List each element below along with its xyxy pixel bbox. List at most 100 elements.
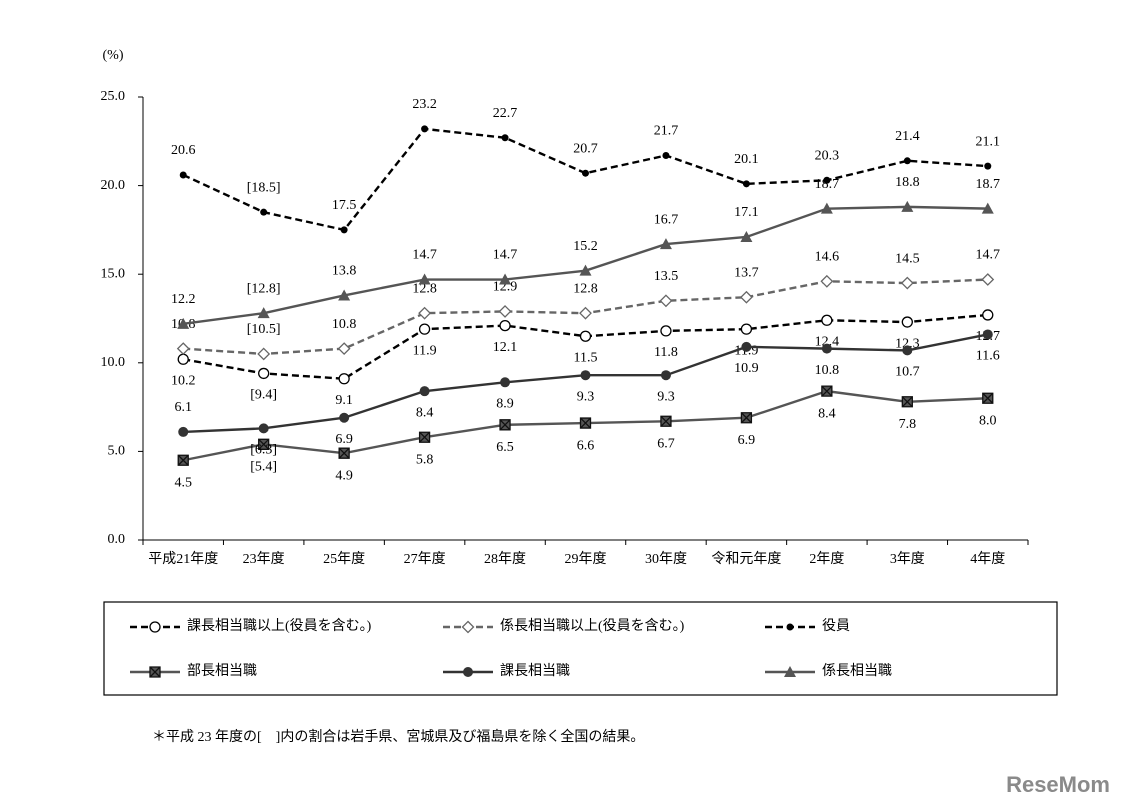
value-label: 14.7	[493, 248, 518, 263]
value-label: 12.8	[412, 281, 437, 296]
value-label: 14.7	[412, 248, 437, 263]
value-label: 12.2	[171, 292, 196, 307]
value-label: 13.7	[734, 265, 759, 280]
marker	[821, 385, 833, 397]
marker	[337, 342, 351, 356]
value-label: 10.8	[815, 363, 840, 378]
marker	[900, 276, 914, 290]
marker	[902, 345, 913, 356]
series-line	[182, 127, 988, 232]
value-label: 18.8	[895, 175, 920, 190]
value-label: 5.8	[416, 452, 434, 467]
value-label: 23.2	[412, 97, 437, 112]
x-tick-label: 令和元年度	[711, 551, 781, 567]
x-tick-label: 平成21年度	[148, 551, 218, 567]
y-tick-label: 5.0	[108, 444, 126, 459]
value-label: 14.7	[976, 248, 1001, 263]
marker	[582, 169, 589, 177]
value-label: 10.7	[895, 365, 920, 380]
value-label: [18.5]	[247, 180, 281, 195]
value-label: 21.1	[976, 134, 1001, 149]
marker	[903, 157, 911, 165]
legend-label: 役員	[822, 618, 850, 634]
value-label: [10.5]	[247, 322, 281, 337]
marker	[660, 415, 672, 427]
value-label: 18.7	[976, 177, 1001, 192]
value-label: 8.0	[979, 413, 997, 428]
x-tick-label: 3年度	[890, 551, 925, 567]
legend-marker	[149, 666, 161, 678]
value-label: 11.6	[976, 349, 1000, 364]
marker	[418, 306, 432, 320]
y-tick-label: 10.0	[101, 355, 126, 370]
legend-box	[103, 601, 1058, 696]
y-tick-label: 15.0	[101, 266, 126, 281]
value-label: 20.6	[171, 143, 196, 158]
x-tick-label: 2年度	[809, 551, 844, 567]
marker	[901, 396, 913, 408]
value-label: 21.7	[654, 124, 679, 139]
marker	[982, 309, 994, 321]
marker	[982, 329, 993, 340]
legend-label: 係長相当職以上(役員を含む。)	[500, 618, 685, 634]
marker	[501, 134, 509, 142]
value-label: 8.9	[496, 397, 514, 412]
series-line	[183, 333, 989, 434]
x-tick-label: 25年度	[323, 551, 365, 567]
marker	[580, 370, 591, 381]
x-tick-label: 27年度	[404, 551, 446, 567]
marker	[741, 341, 752, 352]
marker	[177, 454, 189, 466]
value-label: 12.3	[895, 336, 920, 351]
value-label: 11.9	[413, 343, 437, 358]
marker	[740, 412, 753, 424]
value-label: 6.7	[657, 436, 675, 451]
marker	[418, 431, 431, 443]
marker	[981, 273, 995, 286]
legend-marker	[784, 666, 796, 677]
legend-marker	[463, 667, 473, 677]
marker	[338, 447, 350, 459]
x-tick-label: 28年度	[484, 551, 526, 567]
marker	[178, 426, 189, 437]
watermark: ReseMom	[1006, 772, 1110, 797]
marker	[498, 304, 512, 318]
y-tick-label: 25.0	[101, 89, 126, 104]
marker	[177, 317, 190, 329]
unit-label: (%)	[103, 48, 124, 63]
marker	[901, 316, 913, 328]
marker	[421, 125, 429, 133]
value-label: 12.9	[493, 280, 518, 295]
legend-label: 部長相当職	[187, 663, 257, 679]
marker	[660, 325, 672, 337]
marker	[499, 273, 512, 285]
value-label: 20.1	[734, 152, 759, 167]
value-label: 6.5	[496, 440, 514, 455]
y-tick-label: 0.0	[108, 532, 126, 547]
value-label: 8.4	[416, 405, 434, 420]
value-label: 9.3	[577, 389, 595, 404]
marker	[179, 171, 187, 179]
marker	[579, 417, 592, 429]
value-label: 12.1	[493, 340, 518, 355]
value-label: 6.9	[738, 433, 756, 448]
legend-marker	[786, 623, 794, 631]
value-label: [12.8]	[247, 281, 281, 296]
marker	[579, 264, 592, 276]
marker	[820, 274, 834, 288]
value-label: 20.3	[815, 149, 840, 164]
value-label: 18.7	[815, 177, 840, 192]
value-label: 15.2	[573, 239, 598, 254]
value-label: 6.6	[577, 438, 595, 453]
value-label: 9.3	[657, 389, 675, 404]
legend-marker	[461, 620, 475, 634]
value-label: 16.7	[654, 212, 679, 227]
marker	[418, 273, 431, 285]
marker	[821, 343, 832, 354]
marker	[740, 323, 753, 335]
value-label: 12.8	[573, 281, 598, 296]
legend-label: 課長相当職以上(役員を含む。)	[187, 618, 372, 634]
value-label: 13.8	[332, 264, 357, 279]
x-tick-label: 23年度	[243, 551, 285, 567]
